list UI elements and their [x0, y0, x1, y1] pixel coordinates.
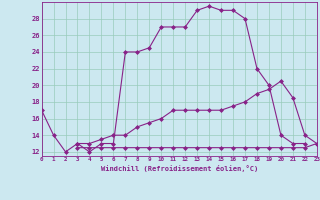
X-axis label: Windchill (Refroidissement éolien,°C): Windchill (Refroidissement éolien,°C) [100, 165, 258, 172]
